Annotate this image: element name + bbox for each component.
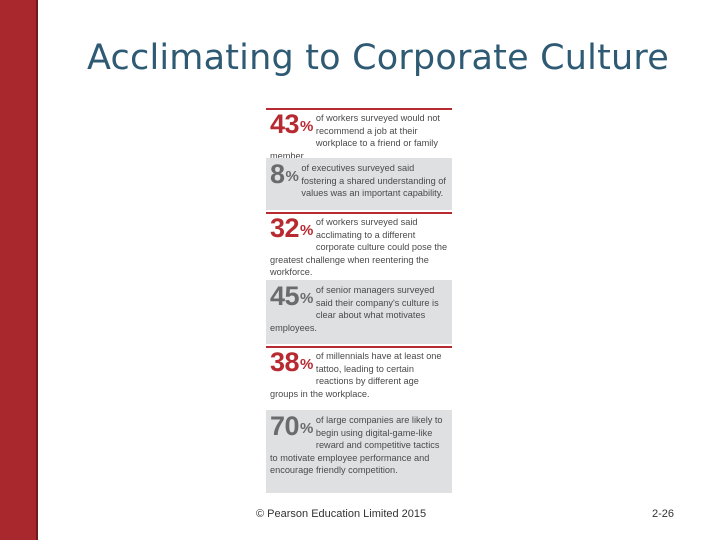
stat-description: of millennials have at least one tattoo,… [270, 351, 442, 399]
percent-sign: % [300, 222, 313, 239]
percent-sign: % [300, 290, 313, 307]
percent-sign: % [300, 420, 313, 437]
stat-percent: 70% [270, 413, 313, 442]
stat-description: of workers surveyed said acclimating to … [270, 217, 448, 278]
stat-divider [266, 108, 452, 110]
stat-description: of senior managers surveyed said their c… [270, 285, 439, 333]
stat-divider [266, 212, 452, 214]
stat-item: 43% of workers surveyed would not recomm… [266, 108, 452, 161]
stat-value: 70 [270, 411, 300, 441]
stat-description: of executives surveyed said fostering a … [301, 163, 446, 199]
stat-value: 43 [270, 109, 300, 139]
stat-percent: 8% [270, 159, 299, 190]
stat-percent: 43% [270, 111, 313, 140]
stat-value: 45 [270, 281, 300, 311]
stat-item: 38% of millennials have at least one tat… [266, 346, 452, 408]
stat-divider [266, 346, 452, 348]
stat-description: of workers surveyed would not recommend … [270, 113, 440, 161]
slide-number: 2-26 [652, 508, 675, 520]
stat-item: 70% of large companies are likely to beg… [266, 410, 452, 493]
stat-value: 8 [270, 159, 285, 189]
stat-value: 38 [270, 347, 300, 377]
stat-percent: 45% [270, 283, 313, 312]
stat-percent: 38% [270, 349, 313, 378]
stat-item: 45% of senior managers surveyed said the… [266, 280, 452, 344]
stat-value: 32 [270, 213, 300, 243]
percent-sign: % [285, 168, 299, 185]
stat-description: of large companies are likely to begin u… [270, 415, 443, 476]
copyright-footer: © Pearson Education Limited 2015 [256, 508, 427, 520]
accent-side-bar [0, 0, 38, 540]
percent-sign: % [300, 118, 313, 135]
statistics-infographic: 43% of workers surveyed would not recomm… [266, 108, 452, 493]
stat-item: 8% of executives surveyed said fostering… [266, 158, 452, 210]
stat-percent: 32% [270, 215, 313, 244]
stat-item: 32% of workers surveyed said acclimating… [266, 212, 452, 278]
slide-title: Acclimating to Corporate Culture [87, 38, 669, 78]
percent-sign: % [300, 356, 313, 373]
